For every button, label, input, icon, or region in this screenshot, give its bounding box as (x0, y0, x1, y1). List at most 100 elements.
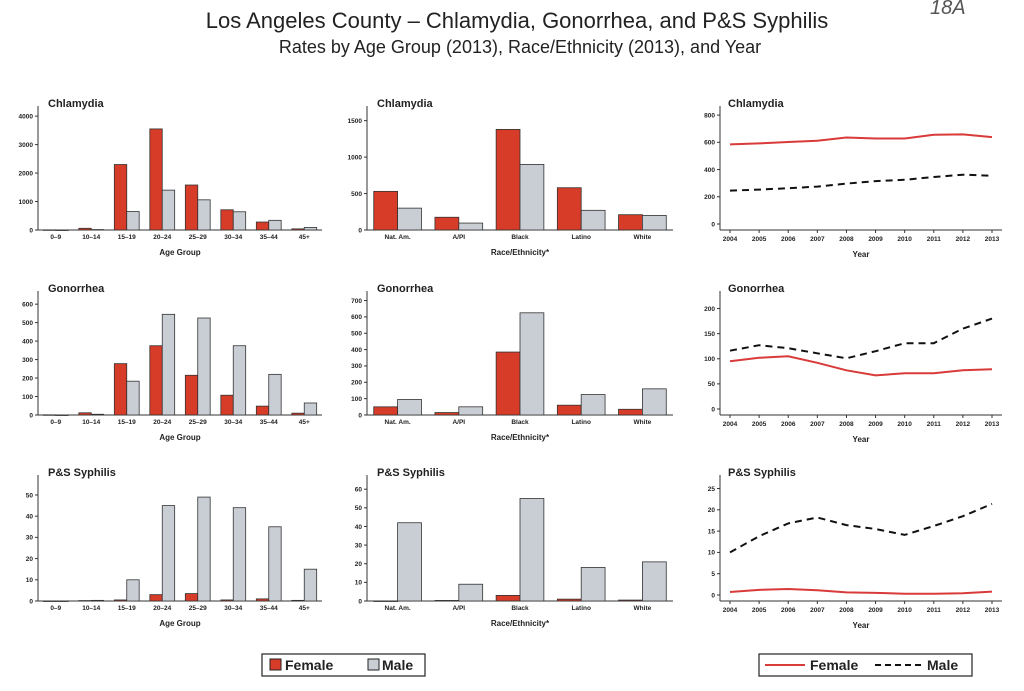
y-tick-label: 1500 (348, 118, 363, 125)
bar-female-2 (113, 164, 128, 231)
x-axis-label: Race/Ethnicity* (491, 433, 550, 442)
panel-7: P&S Syphilis 0 10 20 30 40 50 60 Race/Ethnicity*… (355, 467, 673, 628)
bar-female-5 (220, 599, 234, 602)
bar-male-0 (55, 229, 69, 231)
y-tick-label: 100 (704, 356, 715, 363)
y-tick-label: 1000 (348, 154, 363, 161)
y-tick-label: 0 (29, 412, 33, 419)
x-tick-label: 2011 (927, 421, 941, 428)
bar-male-7 (303, 402, 318, 416)
x-tick-label: 2007 (810, 236, 825, 243)
x-tick-label: 2011 (927, 236, 941, 243)
bar-female-4 (184, 184, 199, 231)
x-tick-label: 2005 (752, 236, 767, 243)
bar-female-6 (255, 405, 270, 416)
y-tick-label: 5 (711, 571, 715, 578)
legend-swatch-male (367, 658, 380, 671)
bar-female-0 (373, 190, 398, 231)
x-axis-label: Age Group (159, 619, 200, 628)
bar-female-0 (42, 414, 57, 416)
bar-female-2 (495, 129, 521, 231)
y-tick-label: 0 (358, 227, 362, 234)
bar-male-1 (458, 222, 484, 231)
x-tick-label: Black (511, 419, 529, 426)
y-tick-label: 300 (22, 357, 33, 364)
panel-2: Chlamydia 0 200 400 600 800 Year 2004 2005 2006 20… (704, 98, 1002, 259)
x-axis-label: Year (853, 250, 870, 259)
panel-title: Chlamydia (377, 98, 434, 110)
x-tick-label: 15–19 (118, 419, 136, 426)
x-axis-label: Age Group (159, 433, 200, 442)
x-tick-label: 2008 (839, 236, 854, 243)
y-tick-label: 500 (22, 320, 33, 327)
y-tick-label: 0 (29, 227, 33, 234)
bar-male-4 (197, 199, 211, 231)
line-male (729, 502, 993, 554)
y-tick-label: 20 (26, 556, 34, 563)
bar-female-0 (42, 229, 57, 231)
x-tick-label: 2010 (897, 607, 912, 614)
y-tick-label: 600 (22, 301, 33, 308)
legend-bars: Female Male (261, 653, 426, 677)
x-tick-label: 2008 (839, 607, 854, 614)
y-tick-label: 30 (26, 535, 34, 542)
panel-title: Gonorrhea (48, 283, 105, 295)
x-tick-label: 2012 (956, 421, 971, 428)
x-tick-label: 2005 (752, 607, 767, 614)
y-tick-label: 10 (355, 580, 363, 587)
bar-female-1 (78, 412, 92, 416)
bar-male-7 (303, 568, 318, 602)
main-title: Los Angeles County – Chlamydia, Gonorrhe… (206, 8, 828, 33)
bar-female-7 (291, 228, 305, 231)
bar-female-2 (495, 351, 521, 416)
bar-female-1 (78, 600, 92, 602)
x-tick-label: 2007 (810, 607, 825, 614)
y-tick-label: 700 (351, 298, 362, 305)
bar-male-2 (519, 498, 545, 602)
bar-male-1 (90, 599, 105, 602)
bar-male-6 (268, 219, 282, 231)
x-tick-label: 10–14 (82, 419, 100, 426)
bar-female-4 (618, 599, 643, 602)
bar-male-5 (232, 345, 247, 416)
x-tick-label: 2012 (956, 607, 971, 614)
panel-title: P&S Syphilis (48, 467, 116, 479)
x-tick-label: 2010 (897, 236, 912, 243)
y-tick-label: 600 (351, 314, 362, 321)
y-tick-label: 500 (351, 191, 362, 198)
x-tick-label: Black (511, 605, 529, 612)
bar-male-2 (126, 579, 140, 602)
x-tick-label: 15–19 (118, 605, 136, 612)
x-tick-label: A/PI (452, 419, 465, 426)
y-tick-label: 200 (22, 375, 33, 382)
x-tick-label: Latino (571, 605, 591, 612)
bar-male-3 (161, 313, 176, 416)
y-tick-label: 15 (708, 528, 716, 535)
y-tick-label: 50 (26, 492, 34, 499)
x-tick-label: 2005 (752, 421, 767, 428)
y-tick-label: 0 (358, 598, 362, 605)
x-tick-label: 2004 (723, 236, 738, 243)
bar-female-1 (434, 216, 460, 231)
x-tick-label: 2010 (897, 421, 912, 428)
x-tick-label: Latino (571, 234, 591, 241)
x-tick-label: 2013 (985, 607, 1000, 614)
bar-male-4 (197, 496, 211, 602)
bar-male-0 (55, 600, 69, 602)
x-tick-label: 2008 (839, 421, 854, 428)
bar-male-6 (268, 526, 282, 602)
x-tick-label: Latino (571, 419, 591, 426)
bar-female-1 (434, 412, 460, 416)
bar-female-6 (255, 598, 270, 602)
bar-female-3 (149, 128, 163, 231)
line-female (729, 355, 993, 377)
panel-title: P&S Syphilis (377, 467, 445, 479)
x-tick-label: 30–34 (224, 605, 242, 612)
bar-male-3 (161, 189, 176, 231)
y-tick-label: 10 (708, 550, 716, 557)
x-tick-label: 35–44 (260, 419, 278, 426)
x-tick-label: 45+ (299, 419, 310, 426)
bar-male-0 (397, 207, 422, 231)
x-tick-label: 2009 (868, 236, 883, 243)
bar-male-3 (580, 567, 606, 602)
